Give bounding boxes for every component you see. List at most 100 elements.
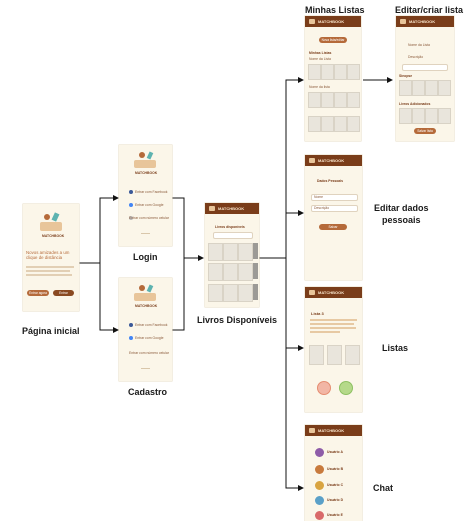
login-option-google[interactable]: Entrar com Google [135, 203, 164, 207]
label-listas: Listas [382, 343, 409, 353]
chat-user-name[interactable]: Usuário B [327, 467, 344, 471]
dados-description-label: Descrição [314, 206, 330, 210]
book-placeholder[interactable] [347, 116, 360, 132]
book-placeholder[interactable] [425, 80, 438, 96]
editar-lista-topbar: MATCHBOOK [396, 16, 454, 27]
book-placeholder[interactable] [412, 80, 425, 96]
avatar[interactable] [315, 465, 324, 474]
minhas-new-list-button[interactable]: Nova lista/editar [319, 37, 347, 43]
label-editar-dados-line-1: Editar dados [374, 203, 429, 213]
avatar[interactable] [315, 511, 324, 520]
cadastro-option-facebook[interactable]: Entrar com Facebook [135, 323, 168, 327]
label-pagina-inicial: Página inicial [22, 326, 80, 336]
home-brand: MATCHBOOK [42, 234, 65, 238]
label-editar-dados-line-2: pessoais [381, 215, 421, 225]
scroll-right-icon[interactable] [253, 284, 258, 300]
arrow-livros-to-minhas [285, 77, 304, 258]
book-placeholder[interactable] [238, 263, 253, 281]
screen-login: MATCHBOOK Entrar com Facebook Entrar com… [119, 145, 172, 246]
facebook-icon [129, 190, 133, 194]
book-placeholder[interactable] [208, 243, 223, 261]
book-placeholder[interactable] [334, 92, 347, 108]
dados-save-button[interactable]: Salvar [319, 224, 347, 230]
login-option-phone[interactable]: Entrar com número celular [129, 216, 169, 220]
book-placeholder[interactable] [334, 64, 347, 80]
listas-title: Lista 3 [311, 311, 324, 316]
label-chat: Chat [373, 483, 393, 493]
scroll-right-icon[interactable] [253, 263, 258, 279]
book-placeholder[interactable] [308, 92, 321, 108]
book-placeholder[interactable] [438, 80, 451, 96]
like-icon[interactable] [339, 381, 353, 395]
cadastro-illustration [131, 284, 159, 302]
book-placeholder[interactable] [208, 284, 223, 302]
book-placeholder[interactable] [399, 80, 412, 96]
minhas-title: Minhas Listas [309, 51, 332, 55]
home-enter-now-button[interactable]: Entrar agora [27, 290, 49, 296]
login-option-facebook[interactable]: Entrar com Facebook [135, 190, 168, 194]
cadastro-option-google[interactable]: Entrar com Google [135, 336, 164, 340]
arrow-login-to-livros [172, 197, 204, 261]
livros-title: Livros disponíveis [215, 225, 245, 229]
arrow-home-to-login [78, 195, 119, 264]
avatar[interactable] [315, 496, 324, 505]
book-placeholder[interactable] [347, 64, 360, 80]
cadastro-option-phone[interactable]: Entrar com número celular [129, 351, 169, 355]
google-icon [129, 203, 133, 207]
listas-topbar: MATCHBOOK [305, 287, 362, 298]
book-placeholder[interactable] [308, 64, 321, 80]
screen-minhas-listas: MATCHBOOK Nova lista/editar Minhas Lista… [305, 16, 361, 141]
book-placeholder[interactable] [321, 64, 334, 80]
book-placeholder[interactable] [238, 284, 253, 302]
screen-editar-dados: MATCHBOOK Dados Pessoais Nome Descrição … [305, 155, 362, 280]
book-placeholder[interactable] [223, 243, 238, 261]
book-placeholder[interactable] [309, 345, 324, 365]
book-placeholder[interactable] [345, 345, 360, 365]
minhas-topbar: MATCHBOOK [305, 16, 361, 27]
label-login: Login [133, 252, 158, 262]
book-placeholder[interactable] [334, 116, 347, 132]
minhas-list-1-name: Nome da Lista [309, 57, 331, 61]
chat-topbar: MATCHBOOK [305, 425, 362, 436]
editar-lista-search-input[interactable] [402, 64, 448, 71]
book-placeholder[interactable] [321, 116, 334, 132]
book-placeholder[interactable] [308, 116, 321, 132]
book-placeholder[interactable] [208, 263, 223, 281]
chat-user-name[interactable]: Usuário E [327, 513, 343, 517]
book-placeholder[interactable] [223, 284, 238, 302]
login-illustration [131, 151, 159, 169]
chat-user-name[interactable]: Usuário C [327, 483, 344, 487]
label-minhas-listas: Minhas Listas [305, 5, 365, 15]
dados-description-input[interactable] [311, 205, 358, 212]
arrow-livros-to-listas [285, 258, 304, 351]
dados-name-input[interactable] [311, 194, 358, 201]
book-placeholder[interactable] [399, 108, 412, 124]
chat-user-name[interactable]: Usuário A [327, 450, 343, 454]
livros-search-input[interactable] [213, 232, 253, 239]
phone-icon [129, 216, 133, 220]
home-title: Novos amizades a um clique de distância [26, 250, 70, 260]
book-placeholder[interactable] [223, 263, 238, 281]
book-placeholder[interactable] [438, 108, 451, 124]
book-placeholder[interactable] [347, 92, 360, 108]
dislike-icon[interactable] [317, 381, 331, 395]
editar-lista-section-2: Livros Adicionados [399, 102, 431, 106]
facebook-icon [129, 323, 133, 327]
book-placeholder[interactable] [238, 243, 253, 261]
editar-lista-save-button[interactable]: Salvar lista [414, 128, 436, 134]
screen-chat: MATCHBOOK Usuário A Usuário B Usuário C … [305, 425, 362, 521]
book-placeholder[interactable] [412, 108, 425, 124]
arrow-home-to-cadastro [99, 263, 119, 333]
chat-user-name[interactable]: Usuário D [327, 498, 344, 502]
avatar[interactable] [315, 481, 324, 490]
avatar[interactable] [315, 448, 324, 457]
book-placeholder[interactable] [327, 345, 342, 365]
screen-listas: MATCHBOOK Lista 3 [305, 287, 362, 412]
scroll-right-icon[interactable] [253, 243, 258, 259]
book-placeholder[interactable] [425, 108, 438, 124]
label-cadastro: Cadastro [128, 387, 168, 397]
google-icon [129, 336, 133, 340]
home-enter-button[interactable]: Entrar [53, 290, 74, 296]
book-placeholder[interactable] [321, 92, 334, 108]
